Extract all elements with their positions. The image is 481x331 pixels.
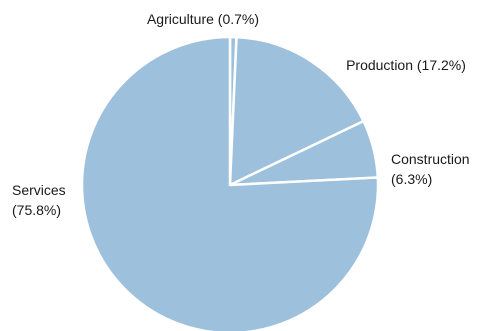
slice-label-line: Production (17.2%) — [346, 57, 466, 73]
slice-label-line: Construction — [391, 151, 470, 167]
pie-slice-production — [228, 35, 365, 187]
pie-slices — [80, 35, 380, 331]
slice-label-line: (75.8%) — [12, 202, 61, 218]
pie-slice-services — [80, 35, 380, 331]
slice-label-services: Services (75.8%) — [12, 182, 66, 218]
slice-label-line: (6.3%) — [391, 171, 432, 187]
slice-label-production: Production (17.2%) — [346, 57, 466, 73]
slice-label-agriculture: Agriculture (0.7%) — [147, 11, 259, 27]
pie-labels: Agriculture (0.7%) Production (17.2%) Cons… — [12, 11, 470, 218]
slice-label-line: Agriculture (0.7%) — [147, 11, 259, 27]
slice-label-construction: Construction (6.3%) — [391, 151, 470, 187]
slice-label-line: Services — [12, 182, 66, 198]
